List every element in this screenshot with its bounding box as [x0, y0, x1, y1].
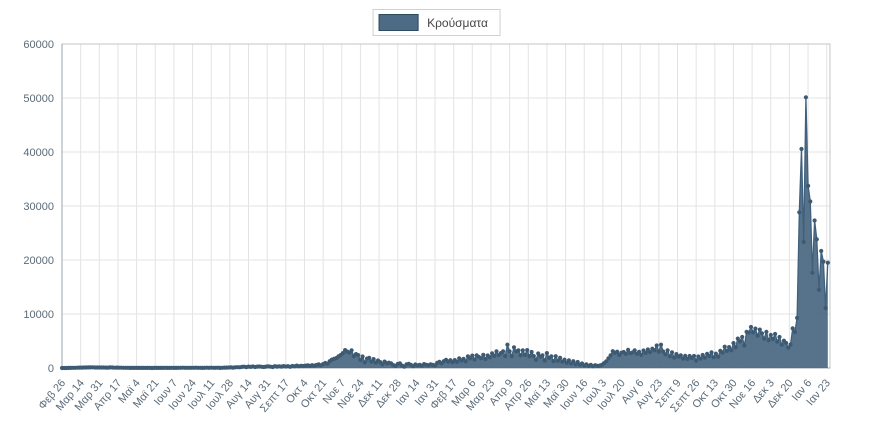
svg-text:10000: 10000: [23, 309, 54, 321]
svg-text:0: 0: [48, 363, 54, 375]
y-axis-labels: 0 10000 20000 30000 40000 50000 60000: [23, 39, 54, 375]
cases-line: [62, 97, 829, 369]
svg-text:30000: 30000: [23, 201, 54, 213]
legend-item-cases[interactable]: Κρούσματα: [378, 14, 488, 31]
svg-text:50000: 50000: [23, 93, 54, 105]
svg-text:40000: 40000: [23, 147, 54, 159]
svg-text:20000: 20000: [23, 255, 54, 267]
cases-series-swatch: [378, 14, 419, 31]
cases-series-label: Κρούσματα: [427, 15, 488, 30]
cases-area: [62, 97, 828, 369]
svg-text:60000: 60000: [23, 39, 54, 51]
cases-markers: [59, 95, 830, 371]
legend: Κρούσματα: [372, 9, 501, 36]
gridlines: [61, 43, 830, 369]
cases-series: [59, 95, 830, 371]
